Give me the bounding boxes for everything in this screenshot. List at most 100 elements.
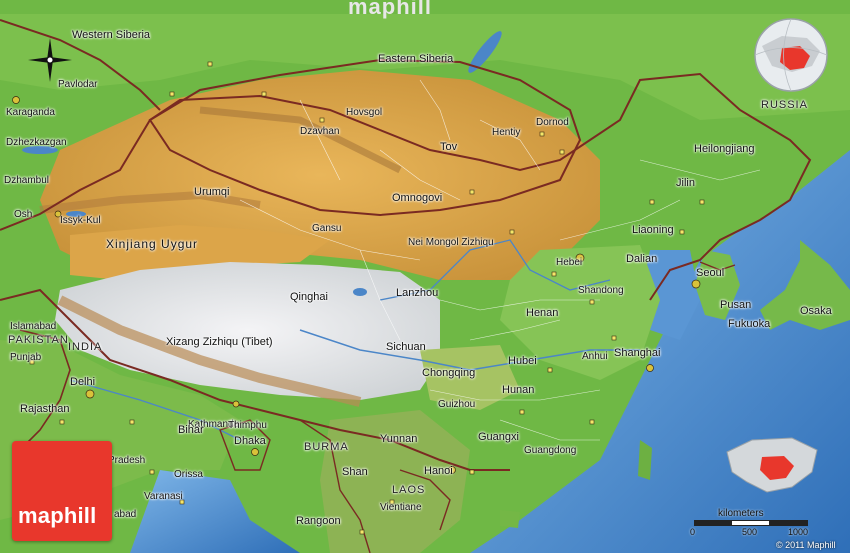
lake-issyk-kul	[66, 211, 86, 217]
map-label: Omnogovi	[392, 192, 443, 204]
capital-markers	[12, 96, 701, 474]
mongolia-border	[148, 58, 582, 217]
map-label: Dzhezkazgan	[6, 137, 67, 148]
map-label: Gansu	[312, 223, 342, 234]
map-label: Hanoi	[424, 465, 453, 477]
altai-ridge	[199, 106, 402, 174]
copyright: © 2011 Maphill	[776, 540, 836, 550]
map-label: Shanghai	[614, 347, 661, 359]
logo-text: maphill	[18, 503, 97, 528]
map-label: Pusan	[720, 299, 752, 311]
lake-qinghai	[353, 288, 367, 296]
map-label: Liaoning	[632, 224, 674, 236]
sichuan-basin	[420, 345, 520, 410]
map-label: Osh	[14, 209, 33, 220]
map-label: Dzhambul	[4, 175, 50, 186]
siberia-area	[0, 14, 850, 120]
map-label: Issyk-Kul	[60, 215, 101, 226]
india-border	[19, 329, 71, 451]
bangladesh-border	[219, 419, 271, 471]
map-label: Seoul	[696, 267, 725, 279]
map-label: INDIA	[68, 341, 103, 353]
map-label: Punjab	[10, 352, 42, 363]
yellow-sea	[640, 250, 700, 340]
taiwan-island	[638, 440, 652, 480]
locator-globe	[754, 18, 828, 92]
map-label: Bihar	[178, 424, 204, 436]
map-label: Lanzhou	[396, 287, 439, 299]
compass-icon	[28, 38, 72, 82]
map-label: Chongqing	[422, 367, 476, 379]
korea-border	[699, 261, 736, 271]
japan-island	[760, 240, 850, 330]
map-label: Western Siberia	[72, 29, 151, 41]
scale-tick-1000: 1000	[788, 527, 809, 537]
china-highlight-inset	[760, 456, 794, 480]
hainan-island	[500, 510, 520, 528]
map-label: Guangdong	[524, 445, 577, 456]
yangtze-river	[299, 329, 640, 371]
map-label: Hubei	[508, 355, 537, 367]
map-label: Tov	[440, 141, 458, 153]
lake-balkhash	[22, 146, 58, 154]
scale-tick-500: 500	[742, 527, 758, 537]
watermark: maphill	[348, 0, 433, 19]
scale-bar: kilometers 0 500 1000	[688, 508, 812, 540]
bay-of-bengal	[130, 470, 300, 553]
map-label: Shan	[342, 466, 368, 478]
map-label: Hunan	[502, 384, 535, 396]
map-label: Eastern Siberia	[378, 53, 454, 65]
map-label: Osaka	[800, 305, 832, 317]
map-label: Heilongjiang	[694, 143, 755, 155]
map-label: Henan	[526, 307, 559, 319]
map-label: Karaganda	[6, 107, 55, 118]
map-label: abad	[114, 509, 137, 520]
scale-graphic	[694, 520, 808, 526]
scale-title: kilometers	[718, 508, 764, 519]
map-label: Rangoon	[296, 515, 341, 527]
china-highlight	[780, 46, 810, 70]
map-label: Xinjiang Uygur	[106, 237, 199, 251]
map-label: Xizang Zizhiqu (Tibet)	[166, 336, 273, 348]
map-label: Delhi	[70, 376, 96, 388]
map-label: LAOS	[392, 484, 426, 496]
maphill-logo[interactable]: maphill	[12, 441, 112, 541]
himalaya-ridge	[57, 295, 362, 407]
scale-tick-0: 0	[690, 527, 696, 537]
map-label: Dornod	[536, 117, 569, 128]
map-label: Rajasthan	[20, 403, 70, 415]
map-label: Sichuan	[386, 341, 426, 353]
south-border	[0, 288, 510, 471]
map-label: Vientiane	[380, 502, 422, 513]
laos-border	[399, 469, 451, 531]
province-lines	[239, 79, 761, 441]
map-label: Islamabad	[10, 321, 57, 332]
russia-label: RUSSIA	[761, 99, 808, 111]
map-label: Hentiy	[492, 127, 521, 138]
map-label: Qinghai	[290, 291, 328, 303]
map-label: Nei Mongol Zizhiqu	[408, 237, 494, 248]
map-label: Dhaka	[234, 435, 266, 447]
yellow-river	[379, 239, 611, 301]
asia-inset	[726, 437, 818, 493]
map-label: Yunnan	[380, 433, 418, 445]
tibetan-plateau	[55, 262, 440, 400]
north-china-plain	[500, 245, 660, 380]
map-label: Thimphu	[228, 420, 267, 431]
map-label: PAKISTAN	[8, 334, 69, 346]
map-label: Hovsgol	[346, 107, 383, 118]
russia-border	[0, 19, 161, 111]
map-label: Hebei	[556, 257, 583, 268]
map-label: Shandong	[578, 285, 624, 296]
map-label: Guizhou	[438, 399, 476, 410]
map-label: Anhui	[582, 351, 608, 362]
map-label: Jilin	[676, 177, 695, 189]
map-label: Dalian	[626, 253, 658, 265]
lake-baikal	[468, 31, 502, 73]
map-label: Guangxi	[478, 431, 519, 443]
map-label: Pradesh	[108, 455, 146, 466]
map-label: Orissa	[174, 469, 203, 480]
map-label: Varanasi	[144, 491, 183, 502]
map-label: Urumqi	[194, 186, 230, 198]
